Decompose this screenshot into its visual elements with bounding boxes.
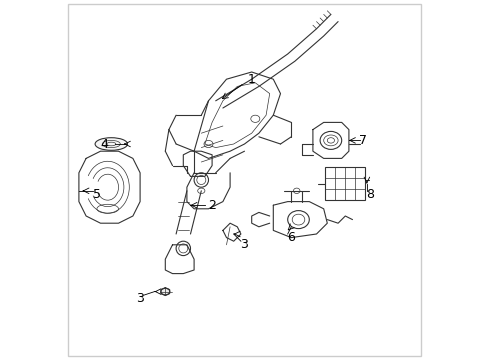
Text: 3: 3 [136, 292, 144, 305]
Text: 3: 3 [240, 238, 248, 251]
Text: 2: 2 [208, 199, 216, 212]
Text: 5: 5 [93, 188, 101, 201]
Ellipse shape [161, 288, 169, 295]
Ellipse shape [95, 138, 127, 150]
Text: 6: 6 [287, 231, 295, 244]
Bar [325, 167, 365, 200]
Text: 1: 1 [247, 73, 255, 86]
Text: 7: 7 [359, 134, 366, 147]
Text: 4: 4 [100, 138, 108, 150]
Text: 8: 8 [366, 188, 374, 201]
